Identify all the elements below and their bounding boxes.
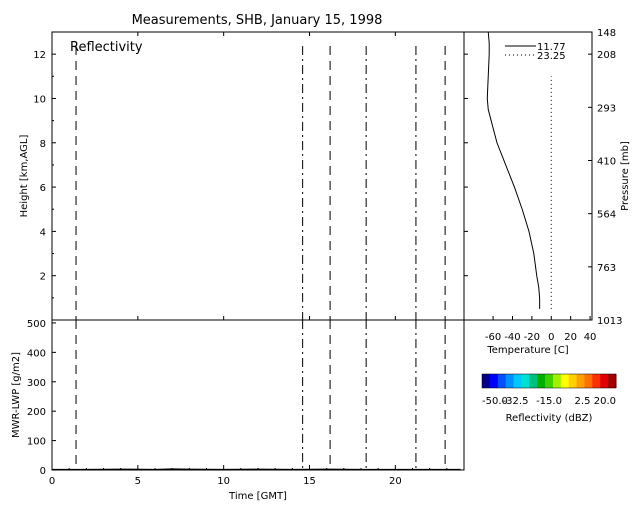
colorbar-frame [481,373,617,389]
sounding-pressure-tick-label: 148 [597,28,616,39]
sounding-ylabel: Pressure [mb] [620,141,631,211]
sounding-xtick-label: 20 [564,332,577,343]
lwp-ytick-label: 500 [27,319,46,330]
reflectivity-panel: Reflectivity 2 4 6 8 10 12 Height [km,AGL] [19,31,465,321]
colorbar-tick-label: -32.5 [503,396,529,407]
sounding-pressure-tick-label: 1013 [597,316,622,327]
sounding-pressure-tick-label: 208 [597,50,616,61]
sounding-series-line [486,31,541,309]
colorbar-cell [584,374,593,388]
colorbar: -50.0-32.5 -15.0 2.5 20.0 Reflectivity (dBZ… [481,373,617,424]
colorbar-cell [568,374,578,388]
sounding-xtick-label: 0 [548,332,554,343]
sounding-pressure-tick-label: 410 [597,156,616,167]
colorbar-label: Reflectivity (dBZ) [506,413,593,424]
lwp-frame [51,319,465,471]
colorbar-cell [482,374,491,388]
colorbar-cell [529,374,538,388]
lwp-ytick-label: 0 [40,466,46,477]
legend-entry: 23.25 [537,51,566,62]
colorbar-cell [576,374,585,388]
colorbar-cell [513,374,522,388]
lwp-ytick-label: 400 [27,348,46,359]
colorbar-cell [560,374,570,388]
reflectivity-frame [51,31,465,321]
reflectivity-ytick-label: 12 [33,50,46,61]
colorbar-cell [545,374,554,388]
colorbar-cell [537,374,546,388]
sounding-pressure-tick-label: 564 [597,210,616,221]
figure-title: Measurements, SHB, January 15, 1998 [132,13,383,28]
sounding-xtick-label: -60 [485,332,501,343]
lwp-ytick-label: 300 [27,378,46,389]
sounding-xlabel: Temperature [C] [486,345,568,356]
legend-entry: 11.77 [537,42,566,53]
colorbar-tick-label: -15.0 [536,396,562,407]
lwp-xlabel: Time [GMT] [228,491,287,502]
sounding-xtick-label: 40 [584,332,597,343]
reflectivity-ytick-label: 10 [33,94,46,105]
lwp-xtick-label: 20 [389,476,402,487]
colorbar-cell [521,374,530,388]
lwp-xtick-label: 0 [49,476,55,487]
sounding-xtick-label: -40 [504,332,520,343]
sounding-xtick-label: -20 [524,332,540,343]
lwp-ytick-label: 100 [27,437,46,448]
reflectivity-ytick-label: 8 [40,139,46,150]
colorbar-cell [489,374,499,388]
lwp-xtick-label: 5 [135,476,141,487]
colorbar-cell [505,374,515,388]
colorbar-cell [552,374,562,388]
colorbar-tick-label: 20.0 [594,396,616,407]
lwp-series-line [52,468,461,470]
reflectivity-ytick-label: 4 [40,227,46,238]
colorbar-cell [592,374,601,388]
lwp-ylabel: MWR-LWP [g/m2] [11,352,22,438]
lwp-xtick-label: 10 [217,476,230,487]
sounding-pressure-tick-label: 763 [597,263,616,274]
sounding-frame [463,31,593,321]
reflectivity-ytick-label: 2 [40,272,46,283]
reflectivity-ylabel: Height [km,AGL] [19,135,30,218]
colorbar-cell [600,374,609,388]
lwp-ytick-label: 200 [27,407,46,418]
colorbar-cell [497,374,507,388]
reflectivity-panel-label: Reflectivity [70,40,143,55]
sounding-pressure-tick-label: 293 [597,103,616,114]
colorbar-tick-label: 2.5 [575,396,591,407]
reflectivity-ytick-label: 6 [40,183,46,194]
colorbar-tick-label: -50.0 [482,396,508,407]
lwp-xtick-label: 15 [303,476,316,487]
colorbar-cell [608,374,617,388]
